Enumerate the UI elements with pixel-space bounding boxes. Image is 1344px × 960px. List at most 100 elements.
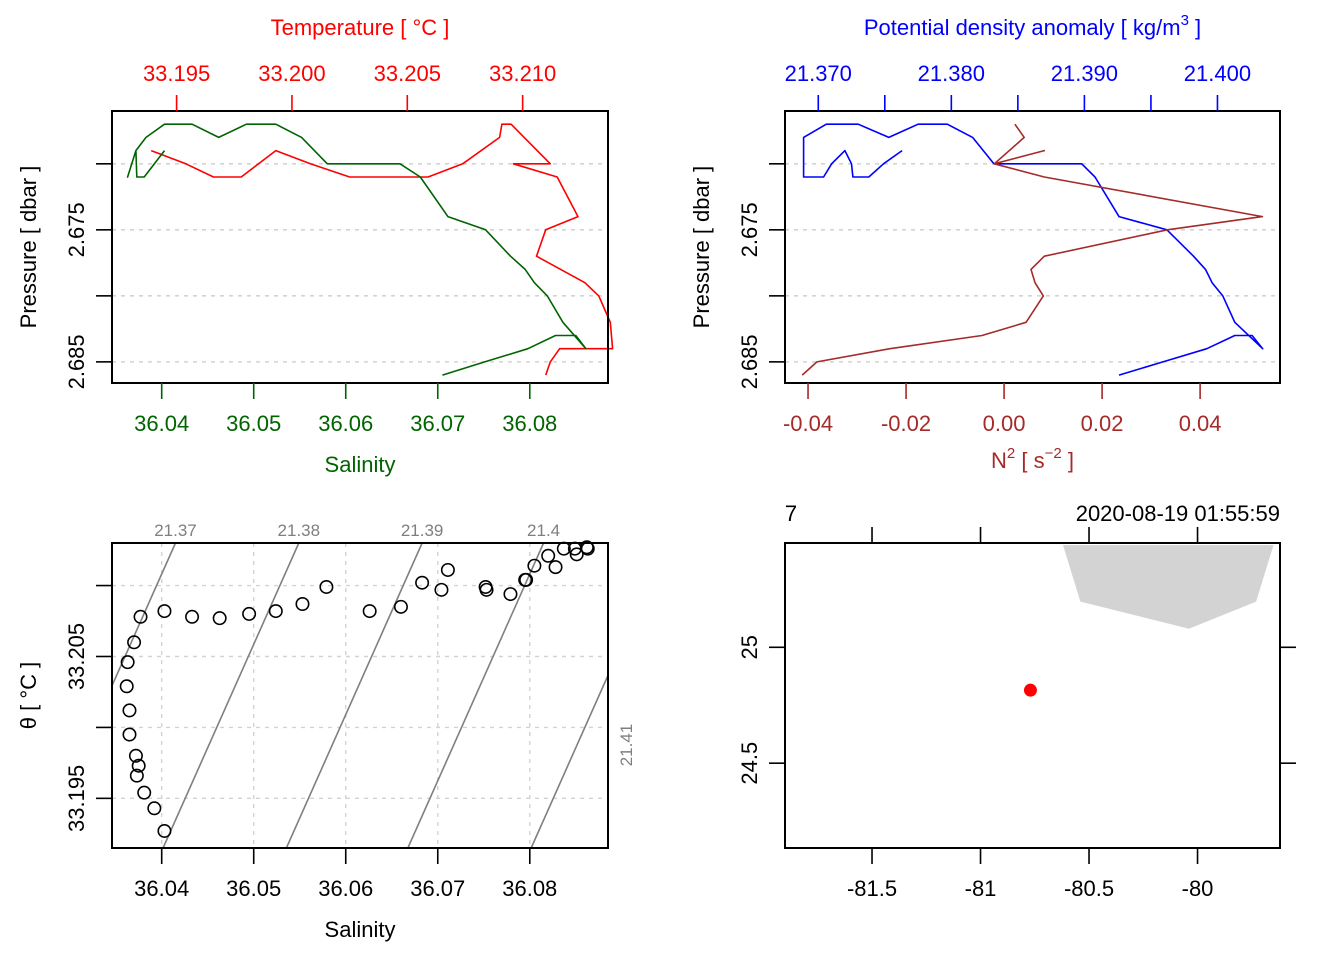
top-axis-label: Potential density anomaly [ kg/m3 ] <box>864 12 1201 40</box>
ts-point <box>503 587 518 602</box>
ts-point <box>548 560 563 575</box>
salinity-line <box>126 123 587 376</box>
plot-frame <box>784 542 1281 849</box>
panel-ts-diagram: 36.04 36.05 36.06 36.07 36.08 33.205 33.195 21.… <box>16 521 636 942</box>
isopycnal-line <box>530 673 608 848</box>
ts-point <box>527 558 542 573</box>
plot-frame <box>111 542 609 849</box>
ts-point <box>541 548 556 563</box>
isopycnal-line <box>112 543 177 688</box>
x-tick-label: 36.07 <box>410 876 465 901</box>
plot-frame <box>784 110 1281 384</box>
x-tick-label: -0.02 <box>881 411 931 436</box>
temperature-line <box>150 123 614 376</box>
density-line <box>802 123 1264 376</box>
ts-point <box>119 679 134 694</box>
ts-point <box>362 604 377 619</box>
isopycnal-line <box>285 543 423 848</box>
x-tick-label: 36.08 <box>502 876 557 901</box>
x-axis-label-part: N <box>991 448 1007 473</box>
x-axis-label: Salinity <box>325 917 396 942</box>
ts-point <box>157 823 172 838</box>
top-axis-label-part: Potential density anomaly [ kg/m <box>864 15 1181 40</box>
ts-point <box>415 575 430 590</box>
ts-point <box>185 609 200 624</box>
isopycnal-line <box>407 543 545 848</box>
y-tick-label: 33.195 <box>64 765 89 832</box>
isopycnal-label: 21.38 <box>278 521 321 540</box>
x-axis-label: Salinity <box>325 452 396 477</box>
top-axis-label: Temperature [ °C ] <box>271 15 450 40</box>
x-tick-label: 36.05 <box>226 876 281 901</box>
x-axis-label-part: [ s <box>1015 448 1044 473</box>
x-tick-label: -80.5 <box>1064 876 1114 901</box>
station-time-label: 2020-08-19 01:55:59 <box>1076 501 1280 526</box>
x-tick-label: 36.06 <box>318 411 373 436</box>
top-axis-label-part: ] <box>1189 15 1201 40</box>
ts-point <box>147 801 162 816</box>
ts-point <box>129 768 144 783</box>
ts-point <box>440 562 455 577</box>
top-tick-label: 21.390 <box>1051 61 1118 86</box>
y-axis-label: θ [ °C ] <box>16 662 41 729</box>
x-tick-label: -80 <box>1182 876 1214 901</box>
top-tick-label: 21.380 <box>918 61 985 86</box>
y-axis-label: Pressure [ dbar ] <box>689 166 714 329</box>
top-tick-label: 33.195 <box>143 61 210 86</box>
y-tick-label: 24.5 <box>737 742 762 785</box>
plot-frame <box>111 110 609 384</box>
x-axis-label-part: −2 <box>1045 445 1062 462</box>
x-tick-label: 36.04 <box>134 876 189 901</box>
y-tick-label: 33.205 <box>64 623 89 690</box>
top-tick-label: 33.205 <box>374 61 441 86</box>
isopycnal-label: 21.39 <box>401 521 444 540</box>
x-axis-label-part: ] <box>1062 448 1074 473</box>
ts-point <box>569 547 584 562</box>
x-axis-label: N2 [ s−2 ] <box>991 445 1074 473</box>
ts-point <box>319 579 334 594</box>
ts-point <box>519 572 534 587</box>
ts-point <box>127 635 142 650</box>
ts-point <box>131 758 146 773</box>
ts-point <box>157 604 172 619</box>
panel-salinity-temperature-profile: 2.675 2.685 Pressure [ dbar ] 36.04 36.05 36.… <box>16 15 614 477</box>
ts-point <box>393 599 408 614</box>
y-axis-label: Pressure [ dbar ] <box>16 166 41 329</box>
x-tick-label: 36.05 <box>226 411 281 436</box>
x-axis-label-part: 2 <box>1007 445 1015 462</box>
ts-point <box>268 604 283 619</box>
ts-point <box>133 609 148 624</box>
n2-line <box>801 123 1264 376</box>
ts-point <box>212 611 227 626</box>
y-tick-label: 2.675 <box>64 202 89 257</box>
coastline-land <box>1063 545 1274 629</box>
x-tick-label: 36.04 <box>134 411 189 436</box>
panel-density-n2-profile: 2.675 2.685 Pressure [ dbar ] -0.04 -0.02 0.0… <box>689 12 1281 473</box>
x-tick-label: -81 <box>965 876 997 901</box>
isopycnal-label: 21.4 <box>527 521 560 540</box>
x-tick-label: 36.08 <box>502 411 557 436</box>
top-tick-label: 21.400 <box>1184 61 1251 86</box>
x-tick-label: -0.04 <box>783 411 833 436</box>
ts-point <box>295 596 310 611</box>
x-tick-label: 36.07 <box>410 411 465 436</box>
ts-point <box>242 606 257 621</box>
isopycnal-label: 21.37 <box>154 521 197 540</box>
ts-point <box>137 785 152 800</box>
station-id-label: 7 <box>785 501 797 526</box>
top-axis-label-part: 3 <box>1181 12 1189 29</box>
x-tick-label: 0.00 <box>983 411 1026 436</box>
ts-point <box>128 748 143 763</box>
x-tick-label: -81.5 <box>847 876 897 901</box>
y-tick-label: 2.685 <box>737 334 762 389</box>
x-tick-label: 36.06 <box>318 876 373 901</box>
ts-point <box>120 655 135 670</box>
top-tick-label: 33.200 <box>258 61 325 86</box>
x-tick-label: 0.04 <box>1179 411 1222 436</box>
panel-station-map: -81.5 -81 -80.5 -80 25 24.5 7 2020-08-19 01:55:… <box>737 501 1296 901</box>
y-tick-label: 25 <box>737 635 762 659</box>
top-tick-label: 21.370 <box>785 61 852 86</box>
isopycnal-label: 21.41 <box>617 724 636 767</box>
ts-point <box>479 582 494 597</box>
